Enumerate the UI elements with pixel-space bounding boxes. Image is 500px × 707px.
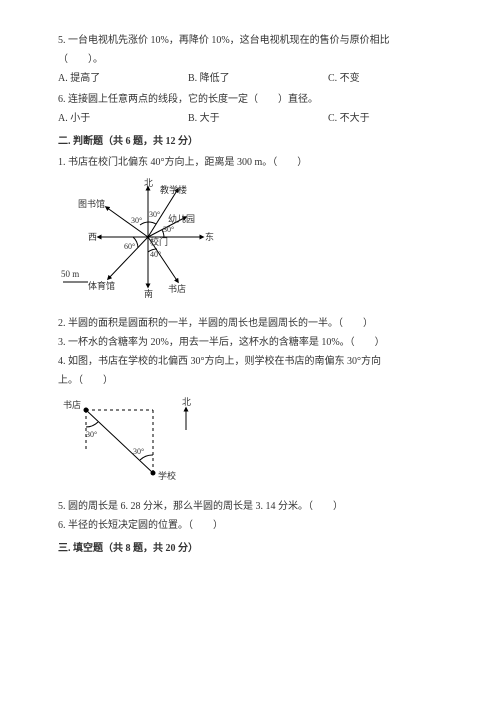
judge-3: 3. 一杯水的含糖率为 20%，用去一半后，这杯水的含糖率是 10%。（ ） bbox=[58, 334, 442, 351]
d1-jxl: 教学楼 bbox=[160, 184, 187, 195]
d1-yey: 幼儿园 bbox=[168, 213, 195, 224]
d1-xm: 校门 bbox=[150, 236, 168, 247]
d1-tsg: 图书馆 bbox=[78, 198, 105, 209]
question-6-options: A. 小于 B. 大于 C. 不大于 bbox=[58, 110, 442, 127]
judge-4-l1: 4. 如图，书店在学校的北偏西 30°方向上，则学校在书店的南偏东 30°方向 bbox=[58, 353, 442, 370]
d2-sd: 书店 bbox=[63, 399, 81, 410]
d2-xx: 学校 bbox=[158, 470, 176, 481]
d1-scale: 50 m bbox=[61, 269, 79, 279]
diagram-bookstore-school: 书店 北 学校 30° 30° bbox=[58, 395, 442, 490]
question-5-line1: 5. 一台电视机先涨价 10%，再降价 10%，这台电视机现在的售价与原价相比 bbox=[58, 32, 442, 49]
d1-north: 北 bbox=[144, 178, 153, 188]
d1-tyg: 体育馆 bbox=[88, 280, 115, 291]
option-5c: C. 不变 bbox=[328, 70, 360, 87]
section-2-heading: 二. 判断题（共 6 题，共 12 分） bbox=[58, 133, 442, 150]
judge-6: 6. 半径的长短决定圆的位置。（ ） bbox=[58, 517, 442, 534]
d1-sd: 书店 bbox=[168, 283, 186, 294]
section-3-heading: 三. 填空题（共 8 题，共 20 分） bbox=[58, 540, 442, 557]
judge-5: 5. 圆的周长是 6. 28 分米，那么半圆的周长是 3. 14 分米。（ ） bbox=[58, 498, 442, 515]
option-5a: A. 提高了 bbox=[58, 70, 188, 87]
d2-a2: 30° bbox=[133, 447, 144, 456]
question-6: 6. 连接圆上任意两点的线段，它的长度一定（ ）直径。 bbox=[58, 91, 442, 108]
judge-1: 1. 书店在校门北偏东 40°方向上，距离是 300 m。（ ） bbox=[58, 154, 442, 171]
judge-2: 2. 半圆的面积是圆面积的一半，半圆的周长也是圆周长的一半。（ ） bbox=[58, 315, 442, 332]
d1-south: 南 bbox=[144, 288, 153, 299]
option-6a: A. 小于 bbox=[58, 110, 188, 127]
diagram-compass: 北 南 东 西 教学楼 图书馆 幼儿园 校门 体育馆 书店 50 m 30° 3… bbox=[58, 177, 442, 307]
option-6b: B. 大于 bbox=[188, 110, 328, 127]
d1-a60: 60° bbox=[124, 242, 135, 251]
question-5-options: A. 提高了 B. 降低了 C. 不变 bbox=[58, 70, 442, 87]
d1-a1: 30° bbox=[149, 210, 160, 219]
option-5b: B. 降低了 bbox=[188, 70, 328, 87]
d1-a3: 30° bbox=[163, 225, 174, 234]
d2-a1: 30° bbox=[86, 430, 97, 439]
question-5-line2: （ ）。 bbox=[58, 51, 442, 68]
judge-4-l2: 上。（ ） bbox=[58, 372, 442, 389]
d1-a2: 30° bbox=[131, 216, 142, 225]
d1-west: 西 bbox=[88, 232, 97, 242]
d1-a40: 40° bbox=[150, 250, 161, 259]
d1-east: 东 bbox=[205, 231, 214, 242]
option-6c: C. 不大于 bbox=[328, 110, 370, 127]
d2-north: 北 bbox=[182, 397, 191, 407]
